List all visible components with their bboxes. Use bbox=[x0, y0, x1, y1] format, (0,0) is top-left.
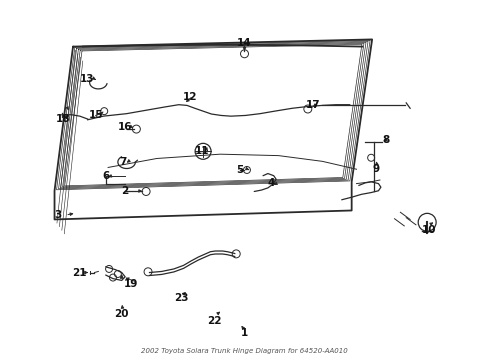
Text: 19: 19 bbox=[124, 279, 139, 289]
Text: 2: 2 bbox=[122, 186, 128, 196]
Text: 6: 6 bbox=[102, 171, 109, 181]
Text: 2002 Toyota Solara Trunk Hinge Diagram for 64520-AA010: 2002 Toyota Solara Trunk Hinge Diagram f… bbox=[141, 348, 347, 354]
Text: 1: 1 bbox=[241, 328, 247, 338]
Text: 15: 15 bbox=[88, 111, 103, 121]
Text: 11: 11 bbox=[194, 146, 208, 156]
Text: 13: 13 bbox=[79, 74, 94, 84]
Text: 21: 21 bbox=[72, 268, 87, 278]
Text: 17: 17 bbox=[305, 100, 319, 111]
Text: 14: 14 bbox=[237, 38, 251, 48]
Text: 7: 7 bbox=[119, 157, 126, 167]
Text: 8: 8 bbox=[381, 135, 388, 145]
Text: 23: 23 bbox=[174, 293, 188, 303]
Text: 9: 9 bbox=[372, 163, 379, 174]
Text: 10: 10 bbox=[421, 225, 435, 235]
Text: 5: 5 bbox=[236, 165, 243, 175]
Text: 22: 22 bbox=[206, 316, 221, 325]
Text: 4: 4 bbox=[267, 178, 274, 188]
Text: 12: 12 bbox=[183, 92, 197, 102]
Text: 16: 16 bbox=[118, 122, 132, 132]
Text: 20: 20 bbox=[114, 310, 129, 319]
Text: 18: 18 bbox=[56, 114, 70, 124]
Text: 3: 3 bbox=[55, 210, 62, 220]
